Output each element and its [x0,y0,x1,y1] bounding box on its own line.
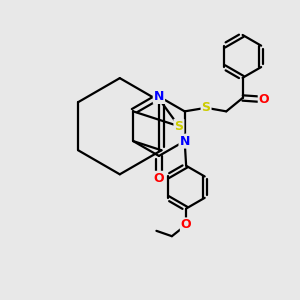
Text: O: O [181,218,191,231]
Text: N: N [179,135,190,148]
Text: S: S [202,101,211,114]
Text: O: O [154,172,164,185]
Text: N: N [154,90,164,103]
Text: O: O [259,93,269,106]
Text: S: S [174,120,183,133]
